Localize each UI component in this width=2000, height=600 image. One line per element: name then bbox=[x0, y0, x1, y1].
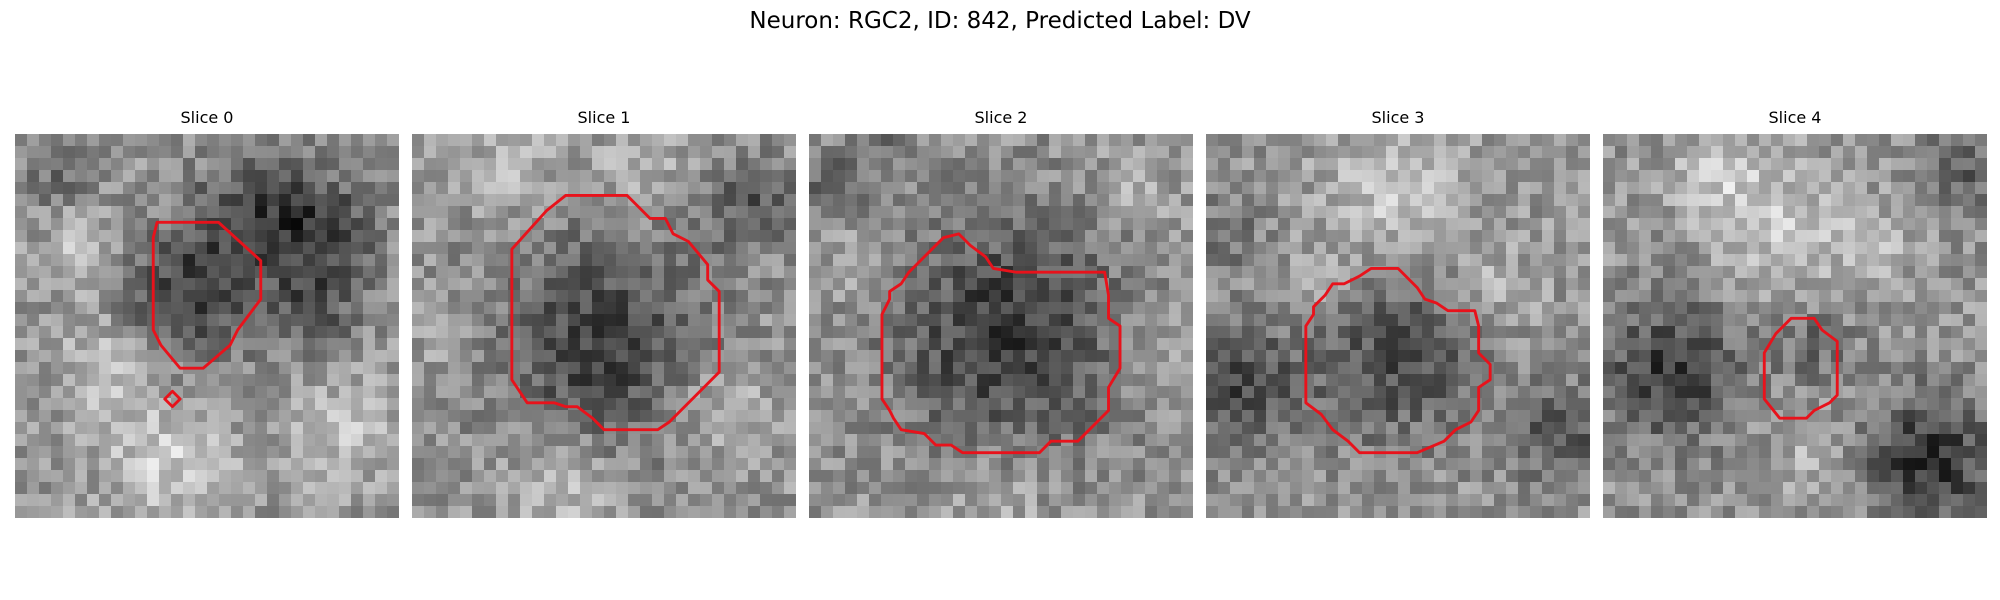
slice-panel-4: Slice 4 bbox=[1603, 108, 1987, 526]
slice-title-2: Slice 2 bbox=[974, 108, 1028, 127]
slice-pixels bbox=[1603, 134, 1987, 518]
slice-image-0 bbox=[15, 134, 399, 518]
slice-pixels bbox=[809, 134, 1193, 518]
cell-contour bbox=[1304, 266, 1492, 455]
slice-title-1: Slice 1 bbox=[577, 108, 631, 127]
slice-pixels bbox=[1206, 134, 1590, 518]
slice-panel-3: Slice 3 bbox=[1206, 108, 1590, 526]
cell-contour bbox=[151, 220, 263, 370]
slice-image-2 bbox=[809, 134, 1193, 518]
figure-title: Neuron: RGC2, ID: 842, Predicted Label: … bbox=[749, 8, 1251, 34]
cell-contour bbox=[163, 389, 182, 409]
slice-panel-0: Slice 0 bbox=[15, 108, 399, 526]
cell-contour bbox=[1762, 316, 1839, 420]
slice-title-3: Slice 3 bbox=[1371, 108, 1425, 127]
slice-image-3 bbox=[1206, 134, 1590, 518]
slice-image-1 bbox=[412, 134, 796, 518]
slice-pixels bbox=[412, 134, 796, 518]
slice-image-4 bbox=[1603, 134, 1987, 518]
cell-contour bbox=[880, 232, 1122, 455]
slice-title-0: Slice 0 bbox=[180, 108, 234, 127]
slice-panel-1: Slice 1 bbox=[412, 108, 796, 526]
cell-contour bbox=[510, 193, 721, 432]
slice-title-4: Slice 4 bbox=[1768, 108, 1822, 127]
slice-panel-2: Slice 2 bbox=[809, 108, 1193, 526]
slice-pixels bbox=[15, 134, 399, 518]
